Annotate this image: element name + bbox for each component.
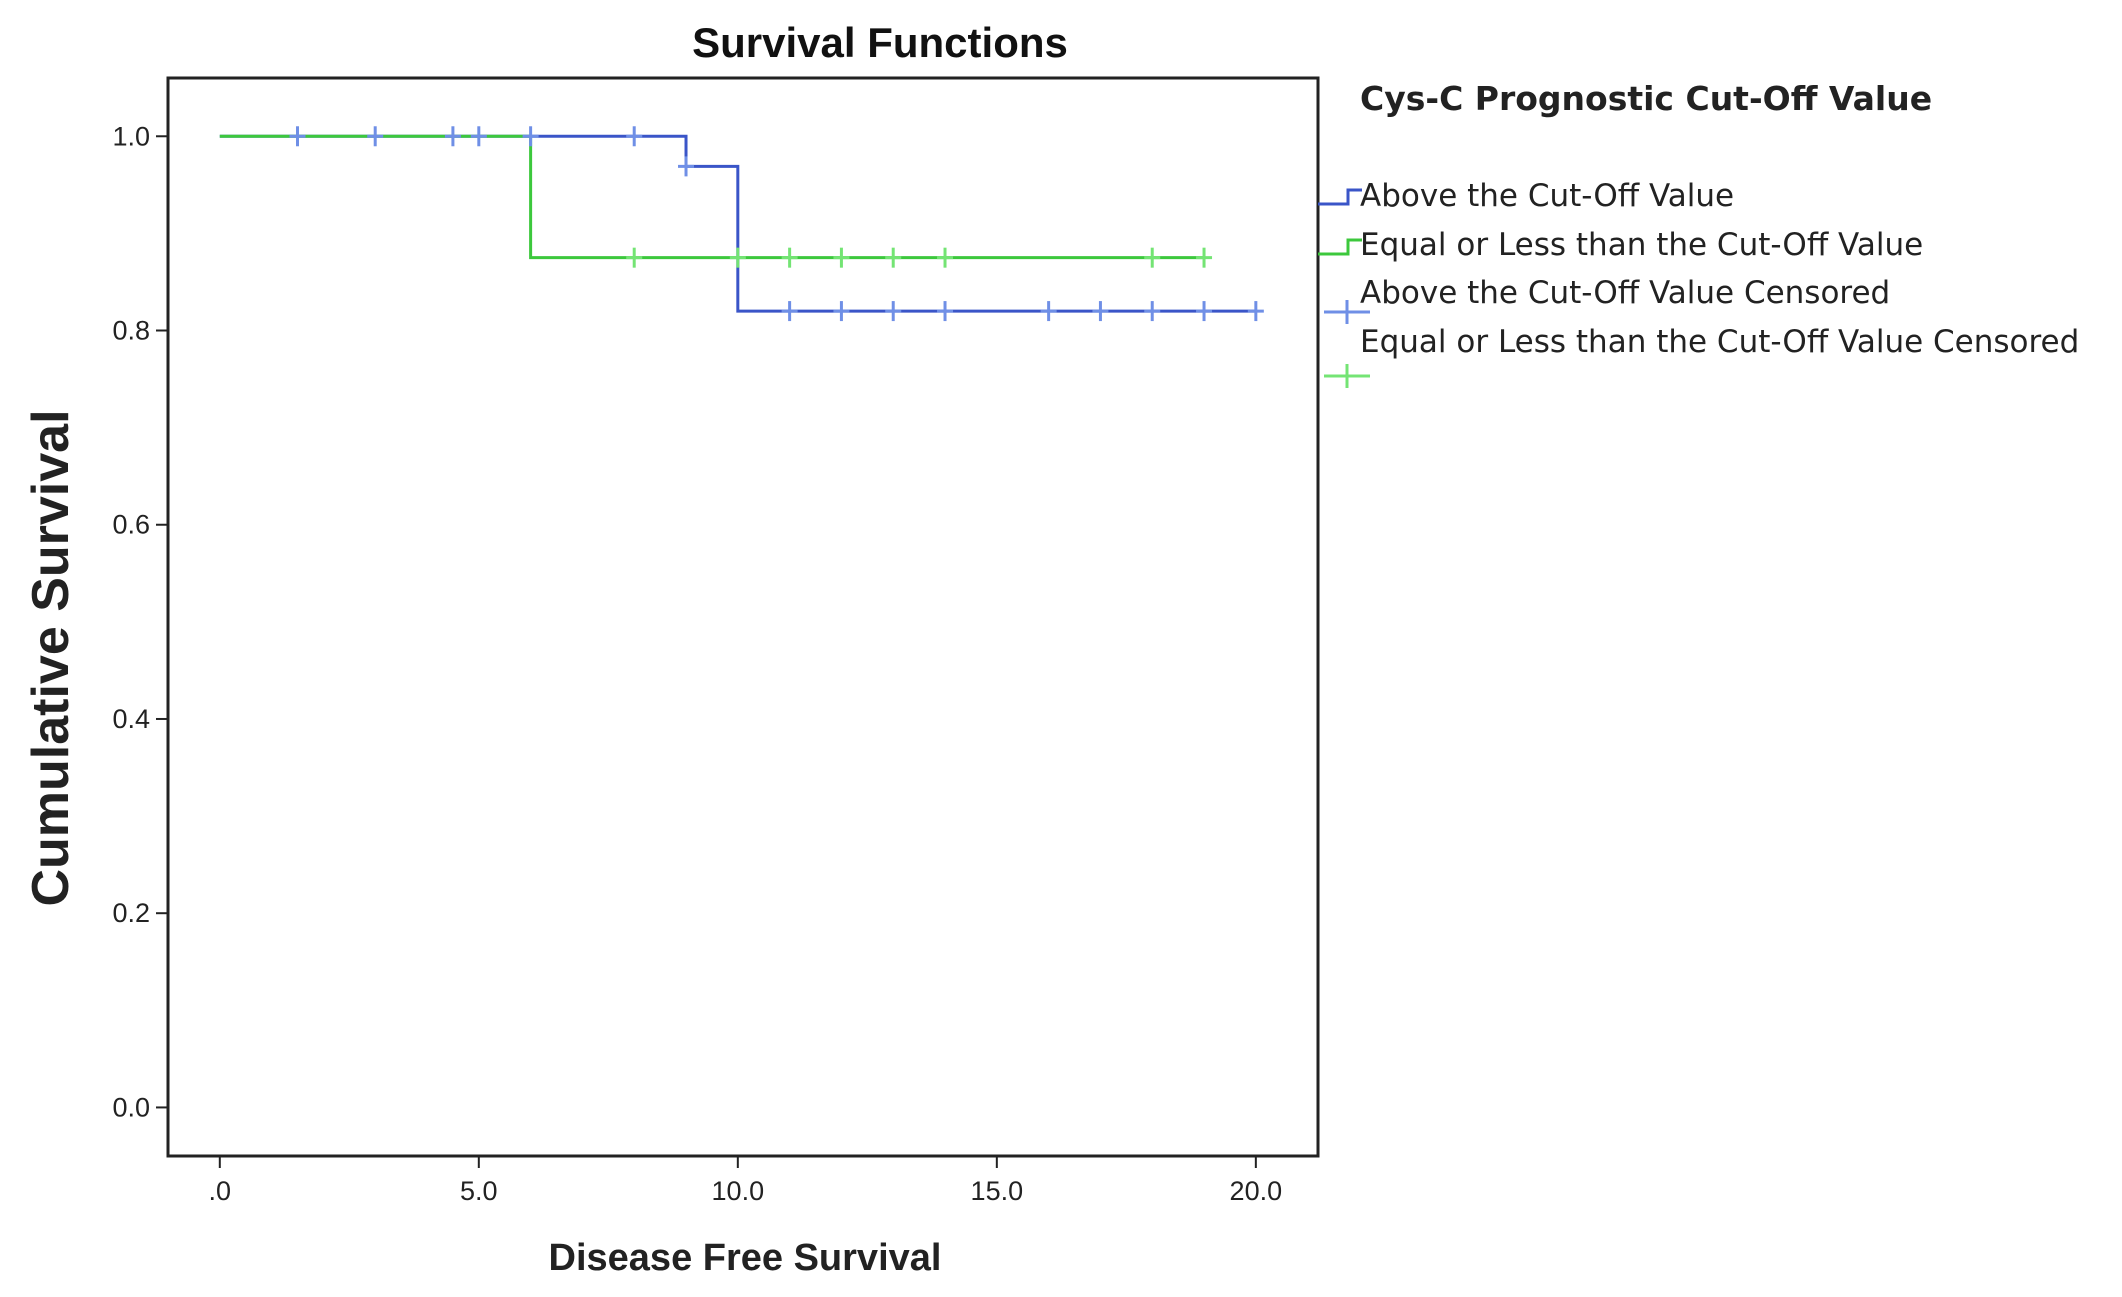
censor-mark-2 — [1092, 301, 1109, 322]
legend-swatch-2 — [1324, 300, 1370, 324]
legend: Cys-C Prognostic Cut-Off Value Above the… — [1318, 79, 2079, 388]
legend-label-2: Above the Cut-Off Value Censored — [1360, 275, 1890, 311]
censor-mark-2 — [522, 126, 539, 147]
censor-mark-3 — [833, 247, 850, 268]
y-tick-label: 0.6 — [112, 510, 150, 540]
censor-mark-2 — [678, 156, 695, 177]
legend-swatch-0 — [1318, 188, 1362, 206]
censor-mark-3 — [1196, 247, 1213, 268]
y-tick-label: 0.8 — [112, 316, 150, 346]
legend-swatch-1 — [1318, 238, 1362, 256]
x-tick-label: 15.0 — [971, 1176, 1024, 1206]
censor-mark-3 — [729, 247, 746, 268]
censor-mark-2 — [1196, 301, 1213, 322]
censor-mark-2 — [937, 301, 954, 322]
censored-markers — [289, 126, 1264, 322]
survival-curve-0 — [219, 134, 1256, 313]
censor-mark-3 — [885, 247, 902, 268]
x-tick-label: 5.0 — [460, 1176, 498, 1206]
y-axis-label: Cumulative Survival — [22, 409, 80, 906]
censor-mark-2 — [1040, 301, 1057, 322]
legend-items: Above the Cut-Off Value Equal or Less tha… — [1318, 178, 2079, 388]
plot-frame — [166, 76, 1320, 1158]
censor-mark-3 — [937, 247, 954, 268]
y-tick-label: 0.2 — [112, 898, 150, 928]
censor-mark-3 — [626, 247, 643, 268]
y-tick-label: 1.0 — [112, 121, 150, 151]
censor-mark-2 — [1247, 301, 1264, 322]
y-tick-label: 0.4 — [112, 704, 150, 734]
censor-mark-2 — [444, 126, 461, 147]
censor-mark-2 — [470, 126, 487, 147]
x-axis-label: Disease Free Survival — [549, 1237, 942, 1279]
censor-mark-3 — [1144, 247, 1161, 268]
censor-mark-3 — [781, 247, 798, 268]
legend-label-0: Above the Cut-Off Value — [1360, 178, 1734, 214]
censor-mark-2 — [1144, 301, 1161, 322]
censor-mark-2 — [833, 301, 850, 322]
x-tick-label: 10.0 — [712, 1176, 765, 1206]
y-tick-label: 0.0 — [112, 1092, 150, 1122]
legend-title: Cys-C Prognostic Cut-Off Value — [1360, 79, 1932, 118]
censor-mark-2 — [885, 301, 902, 322]
x-tick-label: 20.0 — [1230, 1176, 1283, 1206]
legend-label-1: Equal or Less than the Cut-Off Value — [1360, 227, 1923, 263]
censor-mark-2 — [626, 126, 643, 147]
legend-label-3: Equal or Less than the Cut-Off Value Cen… — [1360, 324, 2079, 360]
censor-mark-2 — [367, 126, 384, 147]
censor-mark-2 — [289, 126, 306, 147]
x-tick-label: .0 — [209, 1176, 232, 1206]
chart-title: Survival Functions — [692, 19, 1068, 66]
censor-mark-2 — [781, 301, 798, 322]
plot-area: .0 5.0 10.0 15.0 20.0 0.0 0.2 0.4 0.6 0.8 1.0 — [112, 76, 1320, 1206]
axis-ticks: .0 5.0 10.0 15.0 20.0 0.0 0.2 0.4 0.6 0.8 1.0 — [112, 121, 1282, 1206]
legend-swatch-3 — [1324, 364, 1370, 388]
